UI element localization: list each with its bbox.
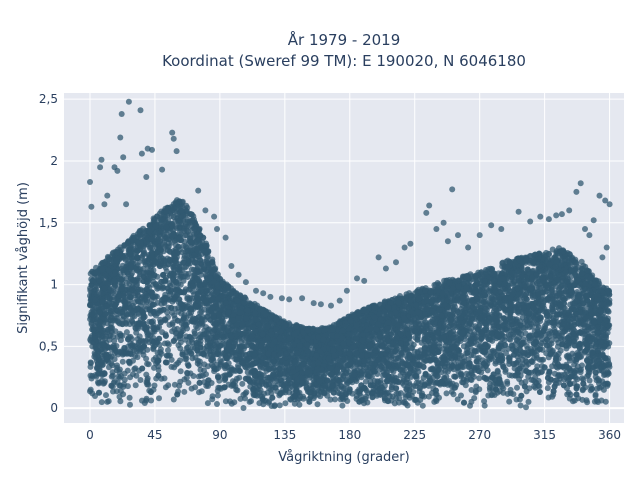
data-point (139, 397, 145, 404)
data-point (487, 386, 493, 393)
data-point (431, 398, 438, 405)
data-point (584, 399, 591, 406)
data-point (476, 375, 483, 382)
data-point (177, 281, 184, 288)
data-point (201, 361, 208, 368)
data-point (177, 368, 184, 375)
data-points (87, 98, 613, 411)
data-point (332, 396, 338, 403)
data-point (217, 357, 224, 364)
data-point (296, 401, 303, 408)
data-point (523, 404, 529, 411)
data-point (175, 388, 182, 395)
data-point (171, 326, 178, 333)
data-point (98, 399, 105, 406)
data-point (214, 392, 221, 399)
data-point (185, 379, 192, 386)
data-point (103, 392, 109, 399)
data-point (468, 387, 475, 393)
data-point (111, 338, 118, 344)
data-point (443, 390, 450, 397)
data-point (339, 402, 346, 409)
data-point (119, 358, 126, 365)
data-point (143, 395, 150, 402)
data-point (136, 333, 143, 340)
data-point (291, 400, 298, 407)
data-point (127, 401, 133, 408)
data-point (362, 378, 369, 385)
data-point (469, 304, 476, 311)
data-point (105, 398, 112, 405)
data-point (544, 385, 551, 392)
data-point (571, 361, 578, 368)
data-point (87, 363, 94, 370)
data-point (514, 384, 520, 391)
data-point (404, 402, 411, 409)
data-point (481, 398, 488, 405)
chart-title-line-1: År 1979 - 2019 (288, 30, 401, 49)
data-point (181, 376, 188, 383)
data-point (132, 382, 139, 389)
chart-title-line-2: Koordinat (Sweref 99 TM): E 190020, N 60… (162, 52, 526, 70)
data-point (592, 392, 599, 399)
data-point (204, 400, 211, 407)
data-point (578, 258, 585, 265)
data-point (248, 398, 254, 405)
data-point (396, 395, 403, 402)
data-point (165, 347, 171, 354)
data-point (143, 371, 150, 378)
data-point (401, 382, 408, 389)
data-point (471, 395, 478, 402)
data-point (222, 398, 229, 405)
data-point (123, 329, 130, 336)
